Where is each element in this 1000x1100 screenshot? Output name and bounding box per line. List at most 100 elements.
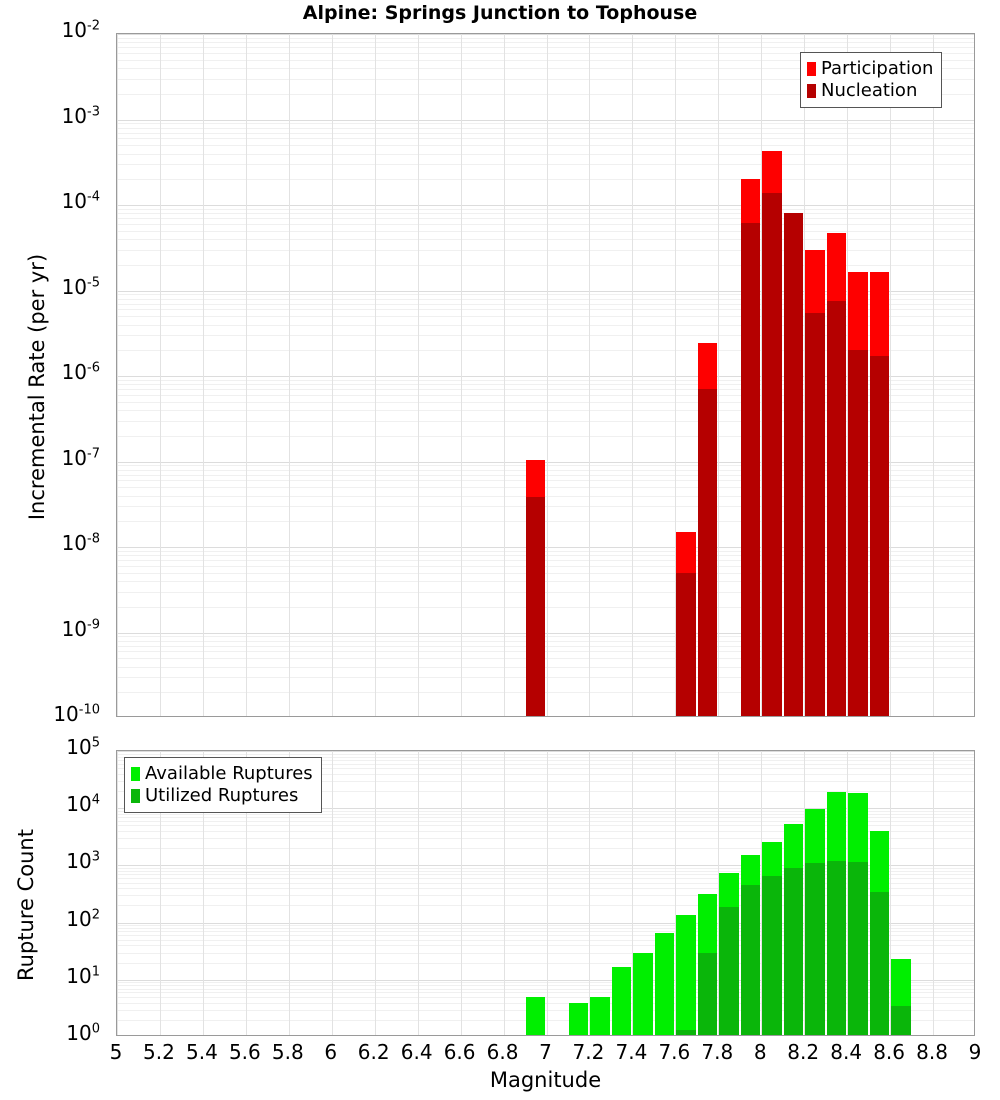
gridline-minor bbox=[117, 465, 974, 467]
x-axis-tick-label: 5.6 bbox=[228, 1040, 261, 1064]
gridline-major bbox=[117, 290, 974, 292]
gridline-minor bbox=[117, 773, 974, 775]
gridline-minor bbox=[117, 882, 974, 884]
available-ruptures-bar bbox=[526, 997, 546, 1035]
gridline-minor bbox=[117, 962, 974, 964]
gridline-minor bbox=[117, 636, 974, 638]
gridline-major bbox=[117, 34, 974, 35]
gridline-minor bbox=[117, 145, 974, 147]
utilized-ruptures-bar bbox=[848, 861, 868, 1035]
gridline-minor bbox=[117, 825, 974, 827]
gridline-minor bbox=[117, 565, 974, 567]
utilized-ruptures-bar bbox=[719, 906, 739, 1035]
nucleation-bar bbox=[783, 213, 804, 716]
gridline-minor bbox=[117, 988, 974, 990]
gridline-minor bbox=[117, 870, 974, 872]
gridline-minor bbox=[117, 810, 974, 812]
gridline-vertical bbox=[503, 751, 505, 1035]
gridline-minor bbox=[117, 939, 974, 941]
nucleation-bar bbox=[676, 572, 696, 716]
page-title: Alpine: Springs Junction to Tophouse bbox=[302, 2, 698, 24]
gridline-minor bbox=[117, 935, 974, 937]
gridline-minor bbox=[117, 838, 974, 840]
gridline-minor bbox=[117, 878, 974, 880]
x-axis-tick-label: 5.8 bbox=[271, 1040, 304, 1064]
gridline-minor bbox=[117, 410, 974, 412]
bottom-y-axis-ticks: 105 104 103 102 101 100 bbox=[0, 736, 108, 1043]
gridline-vertical bbox=[632, 34, 634, 716]
gridline-minor bbox=[117, 868, 974, 870]
gridline-minor bbox=[117, 1009, 974, 1011]
gridline-minor bbox=[117, 42, 974, 44]
gridline-vertical bbox=[288, 751, 290, 1035]
gridline-minor bbox=[117, 495, 974, 497]
gridline-vertical bbox=[675, 751, 677, 1035]
available-ruptures-bar bbox=[676, 915, 696, 1035]
nucleation-bar bbox=[848, 350, 868, 716]
gridline-minor bbox=[117, 692, 974, 694]
nucleation-bar bbox=[805, 312, 825, 716]
top-y-axis-label: Incremental Rate (per yr) bbox=[25, 253, 49, 521]
gridline-minor bbox=[117, 469, 974, 471]
incremental-rate-plot-area bbox=[116, 33, 975, 717]
y-axis-tick-label: 10-10 bbox=[53, 702, 100, 726]
nucleation-bar bbox=[826, 301, 847, 716]
legend-label-nucleation: Nucleation bbox=[821, 80, 918, 101]
y-axis-tick-label: 103 bbox=[66, 849, 100, 874]
gridline-minor bbox=[117, 303, 974, 305]
gridline-minor bbox=[117, 223, 974, 225]
gridline-vertical bbox=[288, 34, 290, 716]
gridline-vertical bbox=[890, 751, 892, 1035]
gridline-vertical bbox=[374, 751, 376, 1035]
gridline-minor bbox=[117, 925, 974, 927]
gridline-minor bbox=[117, 389, 974, 391]
gridline-major bbox=[117, 979, 974, 981]
gridline-minor bbox=[117, 208, 974, 210]
utilized-ruptures-bar bbox=[783, 868, 804, 1035]
gridline-minor bbox=[117, 992, 974, 994]
gridline-vertical bbox=[159, 34, 161, 716]
x-axis-tick-label: 5.2 bbox=[143, 1040, 175, 1064]
utilized-ruptures-bar bbox=[805, 863, 825, 1035]
gridline-vertical bbox=[847, 34, 849, 716]
gridline-minor bbox=[117, 249, 974, 251]
bottom-legend: Available Ruptures Utilized Ruptures bbox=[124, 757, 322, 813]
legend-label-participation: Participation bbox=[821, 58, 934, 79]
gridline-minor bbox=[117, 474, 974, 476]
y-axis-tick-label: 10-2 bbox=[61, 18, 100, 42]
gridline-minor bbox=[117, 401, 974, 403]
utilized-ruptures-bar bbox=[697, 952, 718, 1035]
x-axis-tick-label: 8 bbox=[753, 1040, 767, 1064]
gridline-minor bbox=[117, 763, 974, 765]
gridline-vertical bbox=[546, 34, 548, 716]
gridline-vertical bbox=[202, 751, 204, 1035]
gridline-minor bbox=[117, 335, 974, 337]
gridline-minor bbox=[117, 780, 974, 782]
gridline-vertical bbox=[632, 751, 634, 1035]
gridline-minor bbox=[117, 931, 974, 933]
gridline-vertical bbox=[417, 751, 419, 1035]
gridline-minor bbox=[117, 521, 974, 523]
gridline-vertical bbox=[159, 751, 161, 1035]
gridline-minor bbox=[117, 606, 974, 608]
gridline-vertical bbox=[718, 751, 720, 1035]
y-axis-tick-label: 101 bbox=[66, 963, 100, 988]
legend-item-available-ruptures: Available Ruptures bbox=[131, 763, 313, 785]
legend-label-utilized-ruptures: Utilized Ruptures bbox=[145, 785, 299, 806]
gridline-vertical bbox=[847, 751, 849, 1035]
gridline-minor bbox=[117, 218, 974, 220]
y-axis-tick-label: 105 bbox=[66, 735, 100, 759]
legend-item-utilized-ruptures: Utilized Ruptures bbox=[131, 785, 313, 807]
top-y-axis-ticks: 10-2 10-3 10-4 10-5 10-6 10-7 10-8 10-9 10-10 bbox=[0, 19, 108, 724]
nucleation-bar bbox=[762, 192, 782, 716]
y-axis-tick-label: 10-4 bbox=[61, 189, 100, 213]
gridline-minor bbox=[117, 830, 974, 832]
gridline-vertical bbox=[933, 751, 935, 1035]
legend-item-nucleation: Nucleation bbox=[807, 80, 933, 102]
available-ruptures-bar bbox=[568, 1002, 589, 1035]
y-axis-tick-label: 100 bbox=[66, 1021, 100, 1045]
gridline-vertical bbox=[675, 34, 677, 716]
gridline-vertical bbox=[374, 34, 376, 716]
y-axis-tick-label: 10-6 bbox=[61, 360, 100, 384]
